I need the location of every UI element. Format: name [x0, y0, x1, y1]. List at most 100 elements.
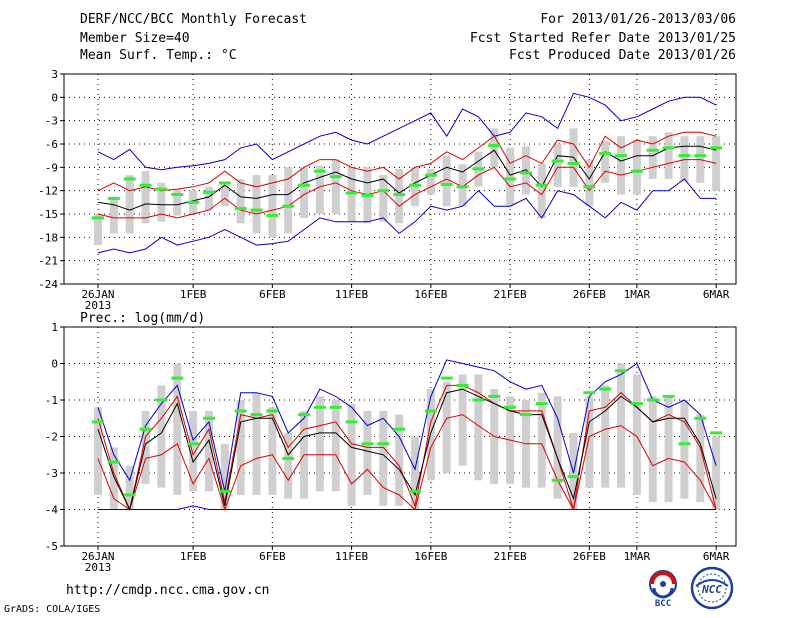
ensemble-box	[506, 147, 515, 207]
ensemble-box	[553, 396, 562, 499]
ensemble-box	[363, 410, 372, 495]
x-tick-label: 11FEB	[335, 550, 368, 563]
median-marker	[139, 183, 152, 187]
upper-quartile-line	[97, 131, 717, 192]
median-marker	[202, 416, 215, 420]
median-marker	[218, 181, 231, 185]
ensemble-box	[284, 167, 293, 234]
ensemble-box	[315, 165, 324, 214]
median-marker	[329, 175, 342, 179]
y-tick-label: -15	[38, 208, 58, 221]
ensemble-box	[157, 385, 166, 488]
median-marker	[155, 398, 168, 402]
median-marker	[504, 405, 517, 409]
ensemble-box	[268, 407, 277, 495]
ensemble-box	[94, 407, 102, 495]
ensemble-box	[426, 168, 435, 195]
median-marker	[472, 167, 485, 171]
x-tick-label: 1MAR	[624, 550, 651, 563]
median-marker	[107, 460, 120, 464]
median-marker	[583, 185, 596, 189]
ensemble-box	[601, 140, 610, 183]
ensemble-box	[712, 436, 721, 510]
precipitation-panel: 1 0 -1 -2 -3 -4 -5 26JAN 1FEB 6FEB 11FEB 16FEB 21FEB…	[45, 311, 737, 574]
median-marker	[678, 154, 691, 158]
ensemble-box	[331, 400, 340, 492]
median-marker	[678, 442, 691, 446]
median-marker	[123, 177, 136, 181]
median-marker	[440, 182, 453, 186]
median-marker	[694, 416, 707, 420]
mean-line	[97, 388, 717, 511]
y-tick-label: 0	[51, 358, 58, 371]
ensemble-box	[696, 414, 705, 503]
median-marker	[313, 169, 326, 173]
median-marker	[377, 189, 390, 193]
ensemble-box	[395, 168, 404, 224]
median-marker	[377, 442, 390, 446]
ensemble-box	[395, 414, 404, 506]
min-line	[97, 178, 717, 254]
median-marker	[107, 196, 120, 200]
median-marker	[567, 161, 580, 165]
bcc-logo-text: BCC	[655, 599, 671, 608]
median-marker	[472, 398, 485, 402]
median-marker	[551, 478, 564, 482]
ensemble-box	[109, 198, 118, 234]
median-marker	[139, 427, 152, 431]
x-tick-label: 26FEB	[573, 288, 606, 301]
ensemble-box	[411, 436, 419, 510]
ensemble-box	[284, 432, 293, 499]
median-marker	[504, 177, 517, 181]
lower-quartile-line	[97, 159, 717, 219]
upper-quartile-line	[97, 384, 717, 512]
median-marker	[519, 413, 532, 417]
ensemble-box	[601, 385, 610, 488]
ensemble-box	[109, 447, 118, 510]
y-tick-label: 3	[51, 68, 58, 81]
precip-title: Prec.: log(mm/d)	[80, 311, 205, 326]
ensemble-box	[220, 443, 229, 510]
ensemble-box	[648, 396, 657, 503]
median-marker	[583, 391, 596, 395]
y-tick-label: 0	[51, 91, 58, 104]
ensemble-box	[204, 410, 213, 492]
median-marker	[488, 144, 501, 148]
chart-title: DERF/NCC/BCC Monthly Forecast	[80, 12, 307, 27]
ensemble-box	[490, 128, 499, 168]
x-tick-label: 6MAR	[703, 550, 730, 563]
median-marker	[282, 204, 295, 208]
median-marker	[202, 190, 215, 194]
max-line	[97, 359, 717, 492]
median-marker	[187, 442, 200, 446]
source-url[interactable]: http://cmdp.ncc.cma.gov.cn	[66, 583, 270, 598]
median-marker	[266, 409, 279, 413]
median-marker	[440, 376, 453, 380]
ensemble-box	[632, 140, 641, 195]
y-tick-label: -12	[38, 185, 58, 198]
median-marker	[266, 214, 279, 218]
median-marker	[599, 151, 612, 155]
median-marker	[456, 185, 469, 189]
ensemble-box	[632, 374, 641, 495]
member-size: Member Size=40	[80, 31, 190, 46]
max-line	[97, 92, 717, 171]
ensemble-box	[664, 396, 673, 503]
median-marker	[393, 427, 406, 431]
median-marker	[599, 387, 612, 391]
x-tick-label: 6FEB	[259, 550, 286, 563]
ensemble-box	[315, 396, 324, 492]
median-marker	[488, 394, 501, 398]
plot-frame	[63, 326, 737, 547]
median-marker	[551, 159, 564, 163]
ensemble-box	[458, 374, 467, 466]
ensemble-box	[300, 167, 309, 218]
median-marker	[535, 402, 548, 406]
ensemble-box	[712, 136, 721, 191]
ensemble-box	[474, 374, 483, 481]
ensemble-box	[379, 175, 388, 222]
median-marker	[424, 173, 437, 177]
median-marker	[187, 200, 200, 204]
variable-label: Mean Surf. Temp.: °C	[80, 48, 237, 63]
